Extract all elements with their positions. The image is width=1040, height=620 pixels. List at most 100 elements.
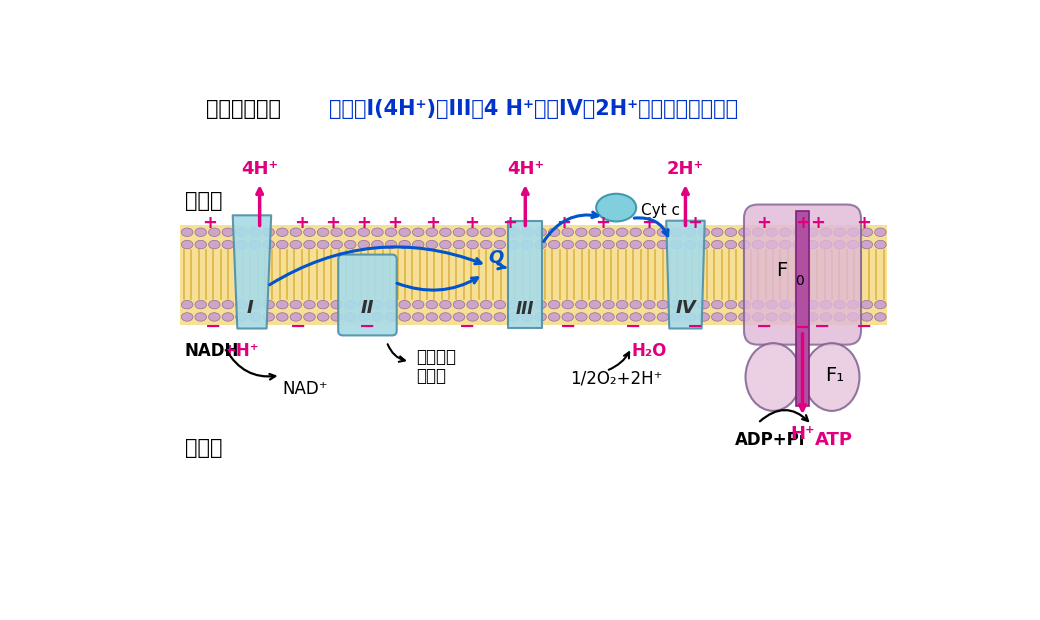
Ellipse shape [358, 301, 369, 309]
Ellipse shape [821, 312, 832, 321]
Text: +: + [502, 214, 518, 232]
Ellipse shape [657, 301, 669, 309]
Ellipse shape [630, 312, 642, 321]
Ellipse shape [467, 312, 478, 321]
FancyBboxPatch shape [338, 255, 396, 335]
Ellipse shape [617, 241, 628, 249]
Text: +: + [810, 214, 826, 232]
Ellipse shape [590, 228, 601, 236]
Ellipse shape [535, 301, 546, 309]
Ellipse shape [209, 312, 220, 321]
Ellipse shape [535, 312, 546, 321]
Ellipse shape [371, 241, 383, 249]
Polygon shape [509, 221, 542, 329]
Ellipse shape [494, 228, 505, 236]
Ellipse shape [290, 301, 302, 309]
Ellipse shape [480, 301, 492, 309]
Text: −: − [625, 317, 642, 335]
Text: F₁: F₁ [826, 366, 844, 385]
Ellipse shape [317, 228, 329, 236]
Ellipse shape [779, 241, 791, 249]
Ellipse shape [644, 241, 655, 249]
Ellipse shape [358, 241, 369, 249]
Ellipse shape [440, 312, 451, 321]
Ellipse shape [698, 312, 709, 321]
Ellipse shape [290, 228, 302, 236]
Ellipse shape [236, 301, 248, 309]
Ellipse shape [671, 228, 682, 236]
Ellipse shape [821, 301, 832, 309]
Ellipse shape [765, 228, 778, 236]
Ellipse shape [223, 301, 234, 309]
Ellipse shape [794, 301, 805, 309]
Ellipse shape [562, 241, 573, 249]
Ellipse shape [603, 301, 615, 309]
Ellipse shape [807, 301, 818, 309]
Polygon shape [667, 221, 705, 329]
Ellipse shape [467, 228, 478, 236]
Text: +: + [795, 214, 810, 232]
Ellipse shape [596, 193, 636, 221]
Ellipse shape [562, 312, 573, 321]
Text: ADP+Pi: ADP+Pi [734, 431, 805, 449]
Ellipse shape [698, 301, 709, 309]
Ellipse shape [875, 312, 886, 321]
Ellipse shape [223, 228, 234, 236]
Text: +: + [556, 214, 571, 232]
Ellipse shape [875, 301, 886, 309]
Ellipse shape [711, 228, 723, 236]
Text: III: III [516, 300, 535, 318]
Ellipse shape [399, 312, 411, 321]
Text: +: + [756, 214, 772, 232]
Ellipse shape [617, 301, 628, 309]
Ellipse shape [209, 228, 220, 236]
Ellipse shape [575, 228, 588, 236]
Ellipse shape [250, 301, 261, 309]
Ellipse shape [480, 241, 492, 249]
Ellipse shape [684, 312, 696, 321]
Ellipse shape [358, 312, 369, 321]
Ellipse shape [344, 312, 356, 321]
Ellipse shape [684, 228, 696, 236]
Ellipse shape [263, 312, 275, 321]
Ellipse shape [548, 241, 560, 249]
Text: 电子传递过程: 电子传递过程 [206, 99, 281, 119]
Ellipse shape [548, 228, 560, 236]
Ellipse shape [467, 241, 478, 249]
Ellipse shape [521, 228, 532, 236]
Ellipse shape [684, 301, 696, 309]
Ellipse shape [738, 228, 750, 236]
Ellipse shape [779, 301, 791, 309]
Ellipse shape [617, 228, 628, 236]
Text: −: − [856, 317, 873, 335]
Ellipse shape [807, 312, 818, 321]
Text: 0: 0 [795, 274, 804, 288]
Ellipse shape [209, 301, 220, 309]
Ellipse shape [467, 301, 478, 309]
Ellipse shape [848, 312, 859, 321]
Ellipse shape [344, 301, 356, 309]
Ellipse shape [344, 228, 356, 236]
Ellipse shape [807, 241, 818, 249]
Ellipse shape [861, 301, 873, 309]
Text: NADH: NADH [185, 342, 239, 360]
Ellipse shape [711, 312, 723, 321]
Ellipse shape [752, 241, 763, 249]
Ellipse shape [440, 241, 451, 249]
Ellipse shape [263, 228, 275, 236]
Text: −: − [686, 317, 703, 335]
Ellipse shape [875, 241, 886, 249]
Ellipse shape [250, 228, 261, 236]
Ellipse shape [779, 228, 791, 236]
Text: +H⁺: +H⁺ [222, 342, 258, 360]
Ellipse shape [413, 312, 424, 321]
Bar [180, 224, 887, 325]
Text: −: − [359, 317, 375, 335]
Ellipse shape [752, 312, 763, 321]
Ellipse shape [277, 301, 288, 309]
Ellipse shape [671, 301, 682, 309]
Ellipse shape [317, 312, 329, 321]
Ellipse shape [426, 301, 438, 309]
Ellipse shape [371, 312, 383, 321]
Ellipse shape [738, 301, 750, 309]
